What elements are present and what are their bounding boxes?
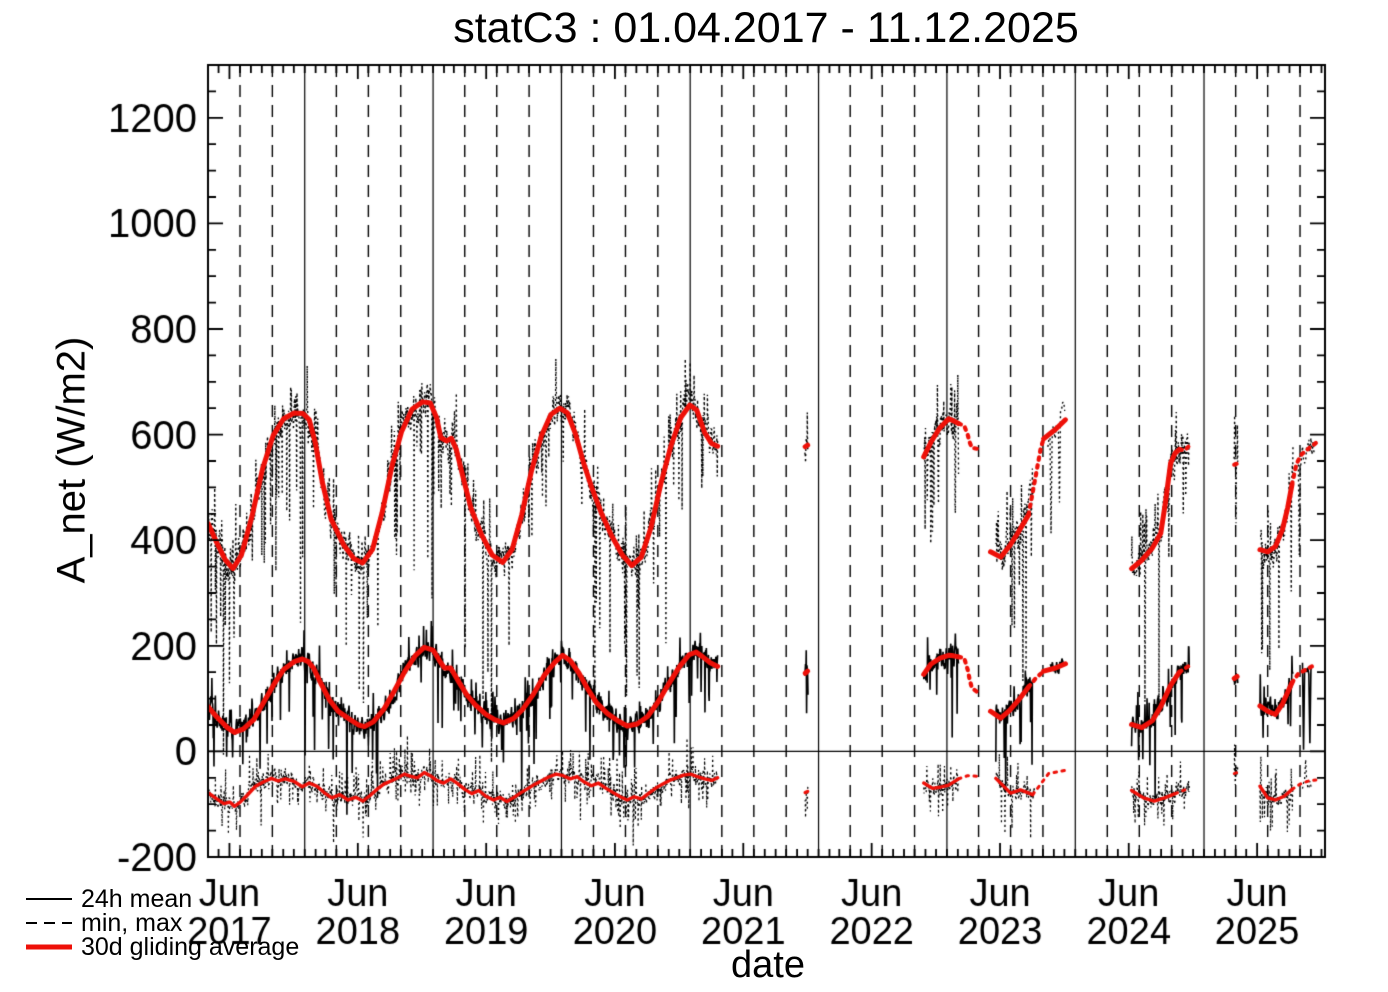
legend-label: 24h mean: [81, 885, 193, 913]
plot-title: statC3 : 01.04.2017 - 11.12.2025: [453, 4, 1079, 52]
y-axis-label: A_net (W/m2): [49, 336, 94, 584]
legend: 24h mean min, max 30d gliding average: [24, 885, 300, 961]
x-axis-label: date: [731, 944, 805, 986]
legend-label: min, max: [81, 909, 183, 937]
dashed-line-icon: [26, 922, 72, 924]
legend-item-24h-mean: 24h mean: [24, 885, 299, 913]
legend-item-30d-average: 30d gliding average: [24, 933, 300, 961]
legend-label: 30d gliding average: [81, 933, 300, 961]
legend-item-min-max: min, max: [24, 909, 299, 937]
red-line-icon: [26, 944, 72, 950]
solid-line-icon: [26, 898, 72, 900]
